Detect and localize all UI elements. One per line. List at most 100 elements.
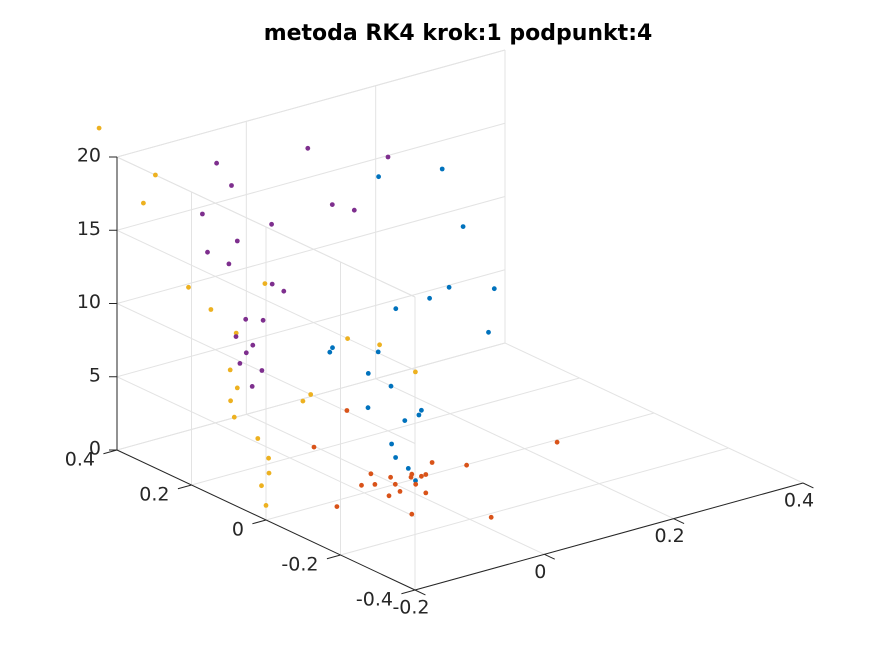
data-point-series-3 — [186, 284, 191, 290]
data-point-series-1 — [393, 455, 398, 460]
y-tick-label: 0.2 — [139, 484, 169, 506]
data-point-series-1 — [460, 224, 466, 230]
data-point-series-1 — [365, 371, 371, 376]
data-point-series-4 — [351, 207, 357, 213]
data-point-series-3 — [227, 367, 233, 373]
x-axis-line — [414, 482, 804, 591]
x-tick-mark — [673, 518, 685, 525]
data-point-series-3 — [345, 336, 350, 341]
z-tick-label: 20 — [77, 145, 101, 167]
data-point-series-3 — [413, 369, 418, 375]
data-point-series-1 — [376, 174, 381, 180]
z-tick-label: 0 — [89, 438, 101, 460]
data-point-series-3 — [234, 385, 240, 391]
data-point-series-4 — [269, 221, 274, 227]
data-point-series-4 — [214, 160, 220, 166]
data-point-series-4 — [249, 384, 255, 389]
data-point-series-3 — [300, 398, 306, 404]
axis-lines — [103, 156, 814, 596]
x-tick-mark — [544, 553, 555, 560]
y-tick-label: 0.4 — [65, 449, 95, 471]
grid-line-floor-y — [340, 447, 729, 556]
data-point-series-2 — [423, 472, 429, 477]
y-tick-mark — [401, 589, 416, 595]
data-point-series-2 — [344, 408, 350, 413]
data-point-series-2 — [409, 511, 415, 517]
data-point-series-4 — [205, 249, 210, 255]
grid-line-right-wall-z — [116, 196, 506, 304]
data-point-series-2 — [388, 474, 393, 480]
data-point-series-3 — [153, 172, 158, 178]
chart-title: metoda RK4 krok:1 podpunkt:4 — [264, 21, 653, 46]
data-point-series-4 — [260, 317, 266, 323]
data-point-series-1 — [402, 418, 408, 423]
data-point-series-1 — [419, 407, 424, 413]
data-point-series-3 — [233, 330, 239, 336]
data-point-series-1 — [446, 284, 452, 290]
box-edge — [116, 49, 506, 158]
grid-line-right-wall-z — [116, 269, 506, 378]
x-tick-mark — [802, 482, 814, 489]
data-point-series-2 — [372, 482, 378, 487]
data-point-series-3 — [96, 125, 102, 131]
data-point-series-1 — [327, 349, 333, 355]
data-point-series-3 — [231, 414, 237, 420]
data-point-series-1 — [365, 405, 371, 411]
y-tick-label: 0 — [232, 519, 244, 541]
grid-line-floor-y — [191, 377, 580, 486]
data-point-series-1 — [330, 345, 335, 351]
grid-line-left-wall-z — [116, 303, 416, 444]
grid-line-right-wall-z — [116, 122, 506, 231]
data-point-series-2 — [409, 471, 415, 477]
x-tick-label: 0.4 — [784, 490, 814, 512]
y-tick-mark — [177, 484, 192, 490]
data-point-series-2 — [488, 514, 494, 520]
y-tick-mark — [252, 519, 267, 525]
data-point-series-3 — [228, 398, 234, 404]
grid-line-floor-y — [265, 412, 655, 521]
data-point-series-4 — [329, 202, 335, 208]
data-point-series-2 — [464, 462, 469, 468]
data-point-series-2 — [413, 481, 419, 487]
data-point-series-2 — [397, 489, 403, 494]
data-point-series-2 — [429, 460, 435, 465]
data-point-series-1 — [413, 478, 418, 484]
data-point-series-4 — [243, 316, 249, 322]
data-point-series-2 — [386, 493, 392, 499]
x-tick-label: 0 — [534, 561, 546, 583]
data-point-series-3 — [263, 503, 269, 508]
z-tick-label: 5 — [89, 364, 101, 386]
x-tick-label: 0.2 — [655, 525, 685, 547]
grid-line-left-wall-z — [116, 376, 416, 518]
grid-lines — [116, 49, 804, 591]
data-point-series-1 — [389, 441, 394, 447]
data-point-series-4 — [237, 361, 243, 366]
z-tick-label: 10 — [77, 291, 101, 313]
data-point-series-3 — [262, 281, 268, 286]
data-point-series-2 — [392, 481, 398, 487]
data-point-series-2 — [359, 482, 364, 488]
data-point-series-4 — [269, 281, 275, 287]
grid-line-left-wall-z — [116, 229, 416, 371]
data-point-series-4 — [385, 154, 391, 160]
data-point-series-4 — [200, 211, 205, 217]
data-point-series-4 — [305, 145, 311, 151]
data-point-series-3 — [266, 455, 271, 461]
data-point-series-3 — [266, 470, 272, 476]
data-point-series-4 — [259, 368, 265, 373]
data-point-series-4 — [243, 350, 249, 356]
data-point-series-1 — [486, 329, 491, 335]
data-point-series-1 — [416, 412, 422, 418]
data-point-series-3 — [259, 483, 264, 489]
y-tick-mark — [326, 554, 341, 560]
x-tick-mark — [414, 589, 426, 596]
z-tick-label: 15 — [77, 218, 101, 240]
y-tick-label: -0.4 — [356, 589, 393, 611]
data-point-series-2 — [423, 490, 429, 496]
data-point-series-3 — [377, 342, 382, 348]
data-point-series-2 — [554, 439, 560, 445]
data-point-series-4 — [250, 342, 256, 348]
